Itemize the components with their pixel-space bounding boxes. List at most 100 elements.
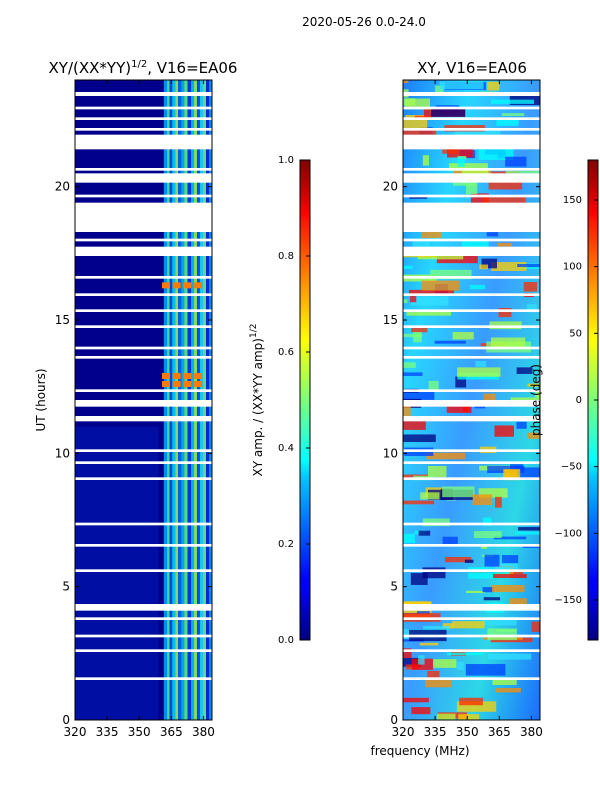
phase-patch: [412, 239, 430, 250]
phase-patch: [491, 585, 525, 593]
amplitude-flagged-gap: [75, 325, 212, 328]
phase-patch: [515, 531, 540, 535]
amplitude-x-tick-label: 380: [192, 725, 215, 739]
phase-colorbar-tick-label: 0: [576, 395, 582, 406]
phase-patch: [523, 282, 538, 292]
phase-patch: [422, 567, 446, 579]
amplitude-bright-spot: [194, 381, 203, 387]
phase-flagged-gap: [403, 416, 540, 422]
phase-x-tick-label: 320: [392, 725, 415, 739]
phase-patch: [449, 163, 488, 171]
amplitude-bright-spot: [172, 381, 181, 387]
phase-patch: [439, 81, 484, 90]
phase-patch: [410, 296, 449, 306]
phase-patch: [496, 118, 519, 126]
phase-colorbar-tick-label: 100: [563, 262, 582, 273]
phase-patch: [496, 629, 516, 632]
phase-patch: [531, 621, 540, 632]
phase-patch: [486, 232, 499, 237]
phase-patch: [410, 573, 428, 585]
amplitude-colorbar-tick-label: 0.0: [278, 635, 294, 646]
amplitude-colorbar-tick-label: 0.6: [278, 347, 294, 358]
phase-patch: [465, 664, 506, 676]
phase-patch: [483, 517, 492, 526]
amplitude-x-tick-label: 320: [64, 725, 87, 739]
phase-patch: [425, 680, 452, 688]
amplitude-flagged-gap: [75, 416, 212, 422]
phase-patch: [488, 653, 532, 660]
phase-patch: [454, 130, 501, 139]
phase-patch: [418, 530, 431, 536]
phase-patch: [510, 467, 540, 479]
amplitude-flagged-gap: [75, 477, 212, 480]
phase-patch: [464, 559, 474, 563]
phase-patch: [468, 567, 510, 579]
phase-patch: [427, 465, 447, 478]
phase-patch: [461, 240, 489, 249]
phase-patch: [433, 659, 457, 668]
phase-patch: [421, 228, 442, 238]
phase-patch: [487, 81, 500, 91]
amplitude-flagged-gap: [75, 356, 212, 359]
phase-colorbar-label: phase (deg): [529, 364, 543, 436]
amplitude-flagged-gap: [75, 128, 212, 131]
phase-patch: [483, 393, 496, 405]
phase-patch: [403, 372, 423, 376]
amplitude-flagged-gap: [75, 246, 212, 256]
phase-patch: [481, 258, 497, 269]
phase-flagged-gap: [403, 677, 540, 680]
phase-colorbar-ticks: 150 100 50 0 −50 −100 −150: [555, 195, 598, 606]
amplitude-bright-spot: [183, 282, 192, 289]
phase-x-tick-label: 365: [488, 725, 511, 739]
amplitude-flagged-gap: [75, 92, 212, 96]
phase-patch: [431, 109, 466, 117]
amplitude-y-tick-label: 20: [55, 180, 70, 194]
phase-patch: [503, 469, 521, 481]
phase-patch: [430, 269, 472, 280]
amplitude-x-tick-label: 350: [128, 725, 151, 739]
phase-patch: [408, 289, 455, 296]
phase-patch: [403, 333, 423, 338]
phase-flagged-gap: [403, 346, 540, 350]
phase-patch: [527, 383, 540, 387]
phase-patch: [456, 701, 497, 712]
phase-patch: [442, 486, 475, 498]
figure-title: 2020-05-26 0.0-24.0: [302, 15, 426, 29]
phase-patch: [527, 432, 540, 439]
phase-panel-title: XY, V16=EA06: [417, 59, 527, 77]
phase-patch: [403, 500, 435, 505]
phase-flagged-gap: [403, 604, 540, 611]
phase-patch: [465, 183, 478, 195]
phase-patch: [495, 688, 521, 693]
amplitude-flagged-gaps: [75, 92, 212, 680]
amplitude-bright-spot: [194, 282, 203, 289]
phase-patch: [516, 367, 533, 374]
phase-patch: [436, 713, 456, 720]
phase-flagged-gap: [403, 400, 540, 407]
phase-patch: [493, 536, 527, 540]
phase-patch: [422, 518, 450, 527]
phase-colorbar-tick-label: −150: [555, 595, 582, 606]
amplitude-bright-spots: [161, 282, 203, 387]
phase-patch: [403, 697, 429, 703]
amplitude-bright-spot: [194, 373, 203, 379]
phase-patch: [501, 555, 519, 564]
phase-patch: [475, 360, 487, 367]
phase-patch: [403, 299, 408, 304]
phase-patch: [457, 156, 465, 167]
amplitude-bright-spot: [183, 381, 192, 387]
phase-flagged-gap: [403, 92, 540, 96]
phase-patch: [418, 655, 425, 665]
amplitude-flagged-gap: [75, 309, 212, 312]
phase-patch: [479, 264, 489, 270]
phase-patch: [452, 332, 474, 340]
phase-patch: [484, 554, 500, 567]
phase-flagged-gap: [403, 293, 540, 296]
phase-patch: [403, 80, 409, 84]
phase-y-ticks: 0 5 10 15 20: [383, 180, 540, 727]
phase-colorbar-tick-label: 50: [569, 328, 582, 339]
amplitude-colorbar-tick-label: 0.2: [278, 539, 294, 550]
phase-patch: [526, 304, 537, 313]
amplitude-y-tick-label: 15: [55, 313, 70, 327]
